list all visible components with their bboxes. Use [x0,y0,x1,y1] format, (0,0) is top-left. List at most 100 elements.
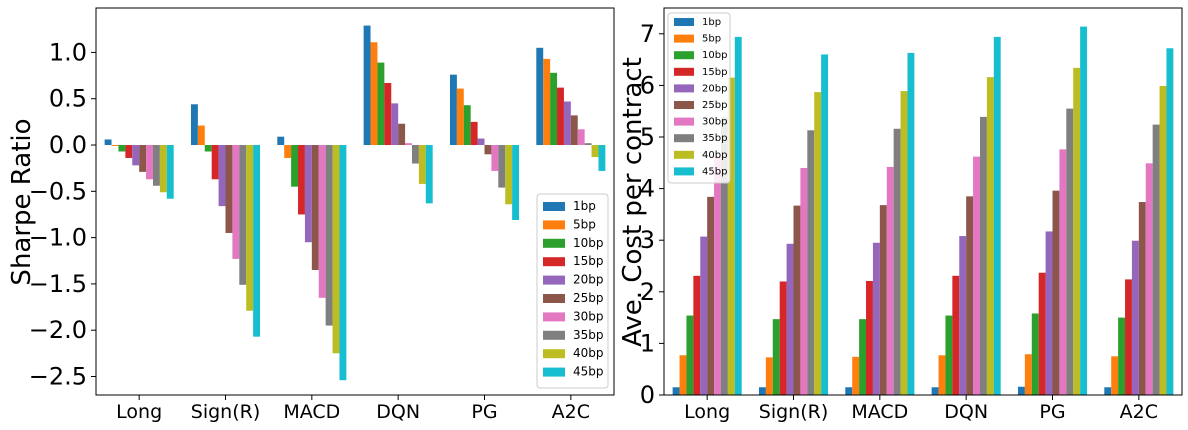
bar-sign-r--30bp [232,145,240,259]
bar-macd-20bp [872,242,880,395]
bar-a2c-20bp [563,101,571,146]
legend-label-35bp: 35bp [702,133,727,144]
bar-a2c-35bp [1152,124,1160,396]
legend-swatch-30bp [674,117,694,126]
legend-swatch-40bp [543,349,565,359]
bar-pg-25bp [484,145,492,155]
bar-sign-r--10bp [204,145,212,152]
bar-pg-35bp [1066,108,1074,396]
bar-sign-r--10bp [772,319,780,395]
bar-a2c-40bp [1159,85,1167,396]
sharpe-ratio-plot-area: 1.0 0.5 0.0 −0.5 −1.0 −1.5 −2.0 −2.5 Long Sign(R)… [29,7,615,423]
bar-pg-30bp [1059,149,1067,395]
legend-label-45bp: 45bp [702,166,727,177]
legend-label-20bp: 20bp [573,273,604,287]
bar-dqn-40bp [986,77,994,395]
bar-dqn-5bp [938,355,946,395]
legend-label-10bp: 10bp [702,50,727,61]
bar-macd-35bp [325,145,333,326]
y-tick-label: 0.5 [49,85,87,113]
legend-swatch-10bp [543,238,565,248]
legend-label-45bp: 45bp [573,365,604,379]
legend-label-25bp: 25bp [573,291,604,305]
bar-macd-10bp [291,145,299,187]
bar-long-30bp [146,145,153,180]
avg-cost-plot-area: 0 1 2 3 4 5 6 7 Long Sign(R) MACD DQN PG A2C [640,7,1183,423]
bar-sign-r--15bp [211,145,219,180]
bar-a2c-40bp [591,145,599,158]
legend-swatch-45bp [543,367,565,377]
bar-a2c-1bp [536,47,544,146]
bar-dqn-1bp [363,25,371,146]
bar-macd-10bp [859,319,867,395]
y-tick-label: 3 [640,226,655,254]
bar-dqn-30bp [973,156,980,395]
bar-dqn-10bp [377,62,385,146]
bar-macd-35bp [893,128,901,396]
x-tick-label-long: Long [684,401,730,423]
y-tick-label: 1 [640,329,655,357]
legend-label-15bp: 15bp [573,254,604,268]
bar-pg-45bp [512,145,520,221]
legend-swatch-1bp [543,202,565,211]
bar-sign-r--35bp [807,130,815,396]
bar-pg-10bp [1031,313,1039,395]
bar-pg-5bp [456,88,464,146]
x-tick-label-macd: MACD [851,401,908,423]
bar-sign-r--35bp [239,145,247,285]
legend-label-40bp: 40bp [573,346,604,360]
bar-sign-r--25bp [225,145,233,233]
bar-long-45bp [166,145,174,199]
bar-dqn-35bp [411,145,419,164]
legend-label-10bp: 10bp [573,236,604,250]
bar-sign-r--1bp [190,104,198,146]
bar-dqn-35bp [979,116,987,395]
bar-long-5bp [679,355,687,395]
legend-label-1bp: 1bp [702,17,721,28]
bar-sign-r--40bp [814,92,822,396]
bar-a2c-45bp [1166,48,1174,395]
x-tick-label-dqn: DQN [944,401,988,423]
bar-pg-15bp [1038,272,1046,395]
bar-dqn-15bp [952,275,960,395]
bar-sign-r--1bp [758,387,766,395]
y-tick-label: 2 [640,278,655,306]
x-tick-label-macd: MACD [283,401,340,423]
legend-swatch-15bp [543,257,565,267]
avg-cost-y-axis-label: Ave. Cost per contract [618,57,648,347]
bar-dqn-45bp [425,145,433,204]
legend-label-35bp: 35bp [573,328,604,342]
bar-dqn-10bp [945,315,953,395]
bar-dqn-20bp [959,236,967,395]
bar-long-30bp [714,157,721,395]
bar-long-20bp [132,145,140,166]
bar-pg-35bp [498,145,506,188]
bar-a2c-35bp [584,143,592,146]
bar-a2c-15bp [557,87,564,146]
x-tick-label-dqn: DQN [376,401,420,423]
legend-label-20bp: 20bp [702,83,727,94]
y-tick-label: 7 [640,20,655,48]
bar-long-1bp [104,139,112,146]
bar-pg-1bp [1017,386,1025,395]
sharpe-ratio-chart: Sharpe Ratio 1.0 0.5 0.0 −0.5 −1.0 −1.5 −2.0 −2… [7,7,615,423]
plot-frame [663,7,1183,396]
y-tick-label: −2.5 [29,362,87,390]
bar-dqn-25bp [398,123,406,146]
bar-a2c-5bp [543,58,551,146]
legend-label-5bp: 5bp [702,34,721,45]
bar-pg-45bp [1080,26,1088,396]
legend-label-5bp: 5bp [573,217,596,231]
x-tick-label-pg: PG [1039,401,1065,423]
bar-dqn-15bp [384,82,392,146]
bar-sign-r--45bp [253,145,261,337]
sharpe-ratio-legend: 1bp 5bp 10bp 15bp 20bp 25bp 30bp 35bp 40bp 45bp [536,193,609,389]
bar-long-35bp [720,117,728,395]
bar-pg-1bp [449,74,457,146]
legend-label-1bp: 1bp [573,199,596,213]
bar-a2c-10bp [550,72,558,146]
legend-swatch-35bp [674,134,694,143]
bar-sign-r--5bp [197,125,205,146]
bar-a2c-25bp [1138,202,1146,395]
